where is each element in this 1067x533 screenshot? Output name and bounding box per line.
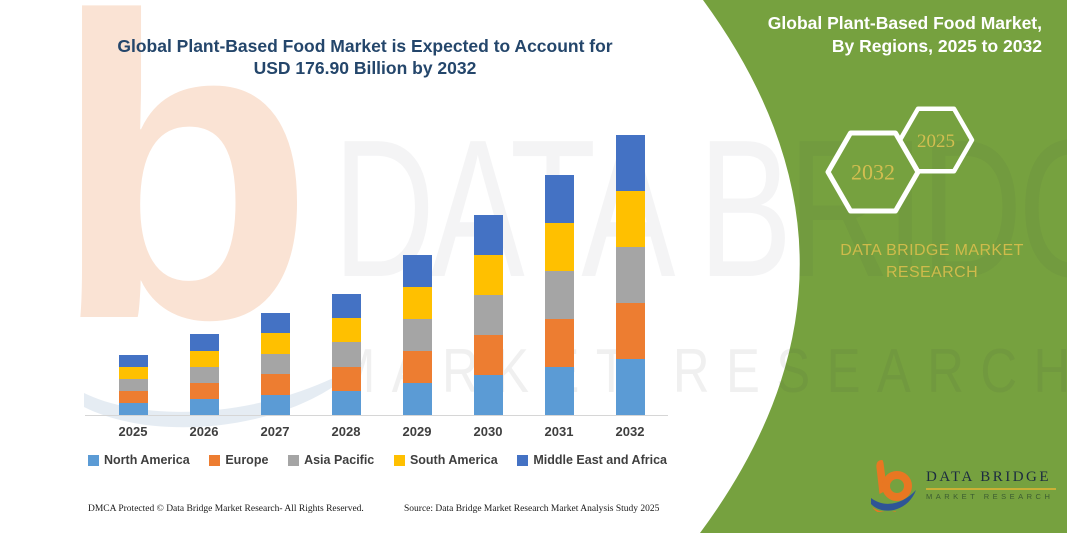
brand-name-line1: DATA BRIDGE MARKET bbox=[840, 242, 1024, 259]
logo-subtitle: MARKET RESEARCH bbox=[926, 492, 1054, 501]
legend-swatch bbox=[288, 454, 300, 466]
stacked-bar-2028 bbox=[331, 294, 361, 415]
bar-segment bbox=[615, 190, 645, 247]
bar-segment bbox=[473, 334, 503, 375]
bar-segment bbox=[402, 350, 432, 384]
bar-segment bbox=[118, 390, 148, 403]
bar-segment bbox=[331, 342, 361, 367]
copyright-text: DMCA Protected © Data Bridge Market Rese… bbox=[88, 504, 364, 514]
panel-title: Global Plant-Based Food Market, By Regio… bbox=[767, 13, 1042, 56]
chart-title-line1: Global Plant-Based Food Market is Expect… bbox=[117, 36, 613, 56]
x-axis-label: 2031 bbox=[544, 424, 574, 439]
watermark-text-row1: DATA BRIDGE bbox=[333, 99, 1067, 318]
legend-label: South America bbox=[409, 453, 498, 467]
bar-segment bbox=[118, 366, 148, 379]
bar-segment bbox=[544, 223, 574, 272]
stacked-bar-2031 bbox=[544, 175, 574, 415]
bar-segment bbox=[331, 318, 361, 343]
bar-segment bbox=[189, 334, 219, 351]
source-text: Source: Data Bridge Market Research Mark… bbox=[404, 504, 660, 514]
stacked-bar-2029 bbox=[402, 254, 432, 415]
legend-item: Europe bbox=[209, 453, 268, 467]
bar-segment bbox=[189, 398, 219, 415]
bar-segment bbox=[402, 318, 432, 351]
bar-segment bbox=[473, 294, 503, 335]
bar-segment bbox=[118, 354, 148, 367]
x-axis-line bbox=[85, 415, 668, 416]
x-axis-label: 2025 bbox=[118, 424, 148, 439]
legend-swatch bbox=[393, 454, 405, 466]
chart-title: Global Plant-Based Food Market is Expect… bbox=[90, 36, 640, 80]
bar-segment bbox=[402, 254, 432, 287]
bar-segment bbox=[473, 374, 503, 415]
legend-swatch bbox=[88, 454, 99, 466]
bar-segment bbox=[473, 254, 503, 295]
data-bridge-logo: DATA BRIDGE MARKET RESEARCH bbox=[870, 458, 1065, 512]
bar-segment bbox=[331, 294, 361, 319]
x-axis-label: 2028 bbox=[331, 424, 361, 439]
bar-segment bbox=[260, 313, 290, 334]
bar-segment bbox=[402, 383, 432, 415]
bar-segment bbox=[260, 333, 290, 354]
legend-label: Asia Pacific bbox=[304, 453, 375, 467]
bar-segment bbox=[260, 374, 290, 395]
data-bridge-logo-icon bbox=[871, 460, 916, 512]
bar-segment bbox=[615, 358, 645, 415]
watermark-text-row2: MARKET RESEARCH bbox=[333, 337, 1067, 406]
bar-segment bbox=[473, 214, 503, 255]
legend-swatch bbox=[209, 454, 221, 466]
bar-segment bbox=[189, 366, 219, 383]
stacked-bar-2026 bbox=[189, 334, 219, 415]
x-axis-label: 2026 bbox=[189, 424, 219, 439]
legend-item: Asia Pacific bbox=[288, 453, 374, 467]
bar-segment bbox=[615, 134, 645, 191]
x-axis-label: 2032 bbox=[615, 424, 645, 439]
brand-name-line2: RESEARCH bbox=[885, 263, 979, 281]
legend-item: Middle East and Africa bbox=[517, 453, 667, 467]
bar-segment bbox=[615, 302, 645, 359]
bar-segment bbox=[544, 367, 574, 415]
logo-title: DATA BRIDGE bbox=[926, 469, 1052, 485]
hexagon-2032-label: 2032 bbox=[851, 160, 895, 185]
stacked-bar-plot bbox=[88, 130, 665, 415]
legend-item: North America bbox=[88, 453, 190, 467]
bar-segment bbox=[402, 286, 432, 319]
stacked-bar-2032 bbox=[615, 134, 645, 415]
x-axis-labels: 2025 2026 2027 2028 2029 2030 2031 2032 bbox=[88, 424, 665, 444]
chart-legend: North America Europe Asia Pacific South Ame… bbox=[88, 453, 667, 467]
legend-label: North America bbox=[104, 453, 190, 467]
stacked-bar-2027 bbox=[260, 313, 290, 415]
bar-segment bbox=[615, 246, 645, 303]
bar-segment bbox=[260, 394, 290, 415]
hexagon-2032-badge: 2032 bbox=[825, 130, 921, 214]
stacked-bar-2025 bbox=[118, 354, 148, 415]
bar-segment bbox=[331, 366, 361, 391]
bar-segment bbox=[544, 175, 574, 224]
chart-title-line2: USD 176.90 Billion by 2032 bbox=[253, 57, 477, 78]
year-hexagons: 2025 2032 bbox=[825, 106, 975, 214]
x-axis-label: 2029 bbox=[402, 424, 432, 439]
bar-segment bbox=[544, 319, 574, 368]
legend-swatch bbox=[517, 454, 529, 466]
bar-segment bbox=[189, 350, 219, 367]
legend-label: Middle East and Africa bbox=[533, 453, 667, 467]
bar-segment bbox=[118, 378, 148, 391]
x-axis-label: 2030 bbox=[473, 424, 503, 439]
bar-segment bbox=[260, 353, 290, 375]
brand-name-text: DATA BRIDGE MARKET RESEARCH bbox=[818, 240, 1046, 283]
stacked-bar-2030 bbox=[473, 214, 503, 415]
watermark-swoosh-icon bbox=[84, 363, 362, 428]
bar-segment bbox=[118, 402, 148, 415]
legend-item: South America bbox=[393, 453, 498, 467]
bar-segment bbox=[331, 390, 361, 415]
logo-gold-rule bbox=[926, 488, 1056, 490]
bar-segment bbox=[544, 271, 574, 320]
hexagon-2025-label: 2025 bbox=[917, 131, 955, 152]
x-axis-label: 2027 bbox=[260, 424, 290, 439]
bar-segment bbox=[189, 382, 219, 399]
legend-label: Europe bbox=[225, 453, 269, 467]
